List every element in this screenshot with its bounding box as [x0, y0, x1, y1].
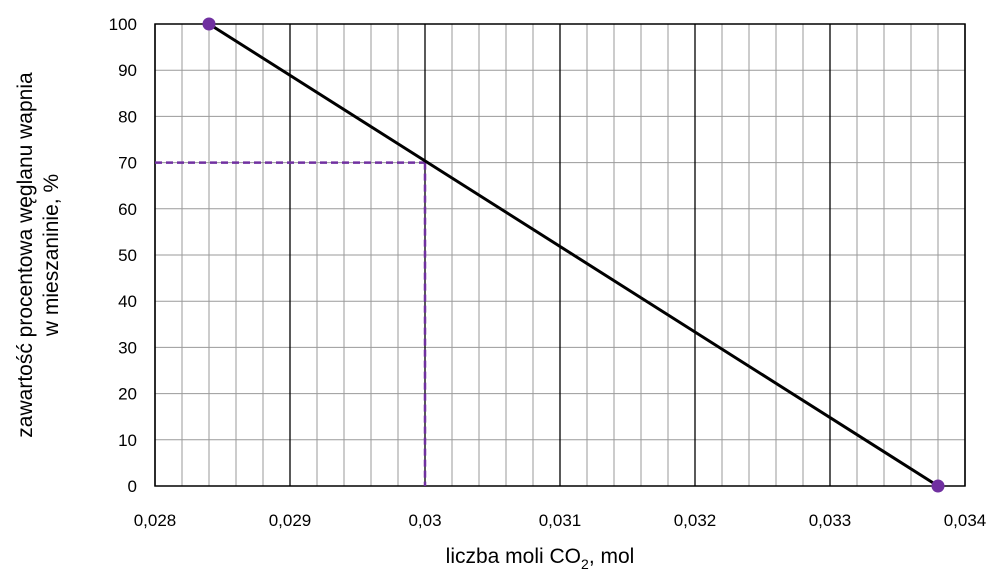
x-tick-label: 0,03 — [408, 511, 441, 530]
y-axis-title-line1: zawartość procentowa węglanu wapnia — [14, 72, 37, 438]
y-tick-label: 80 — [118, 107, 137, 126]
x-axis-title-suffix: , mol — [589, 545, 635, 568]
x-tick-label: 0,032 — [674, 511, 717, 530]
plot-frame — [154, 23, 966, 487]
reference-lines — [155, 161, 427, 486]
x-tick-label: 0,028 — [134, 511, 177, 530]
x-tick-label: 0,034 — [944, 511, 987, 530]
y-tick-label: 20 — [118, 385, 137, 404]
series-layer — [202, 17, 945, 493]
x-tick-label: 0,031 — [539, 511, 582, 530]
y-tick-label: 100 — [109, 15, 137, 34]
x-tick-labels: 0,028 0,029 0,03 0,031 0,032 0,033 0,034 — [134, 511, 987, 530]
x-tick-label: 0,029 — [269, 511, 312, 530]
y-tick-label: 0 — [128, 477, 137, 496]
data-point-marker — [202, 17, 216, 31]
x-tick-label: 0,033 — [809, 511, 852, 530]
series-line — [208, 22, 939, 488]
x-axis-title-subscript: 2 — [581, 556, 589, 572]
y-tick-label: 90 — [118, 61, 137, 80]
y-tick-label: 40 — [118, 292, 137, 311]
y-tick-labels: 0 10 20 30 40 50 60 70 80 90 100 — [109, 15, 137, 496]
y-tick-label: 60 — [118, 200, 137, 219]
y-tick-label: 30 — [118, 338, 137, 357]
y-axis-title: zawartość procentowa węglanu wapnia w mi… — [14, 72, 63, 438]
y-tick-label: 10 — [118, 431, 137, 450]
y-axis-title-line2: w mieszaninie, % — [40, 174, 63, 337]
y-tick-label: 50 — [118, 246, 137, 265]
x-axis-title: liczba moli CO2, mol — [446, 545, 635, 572]
data-point-marker — [931, 479, 945, 493]
y-tick-label: 70 — [118, 154, 137, 173]
